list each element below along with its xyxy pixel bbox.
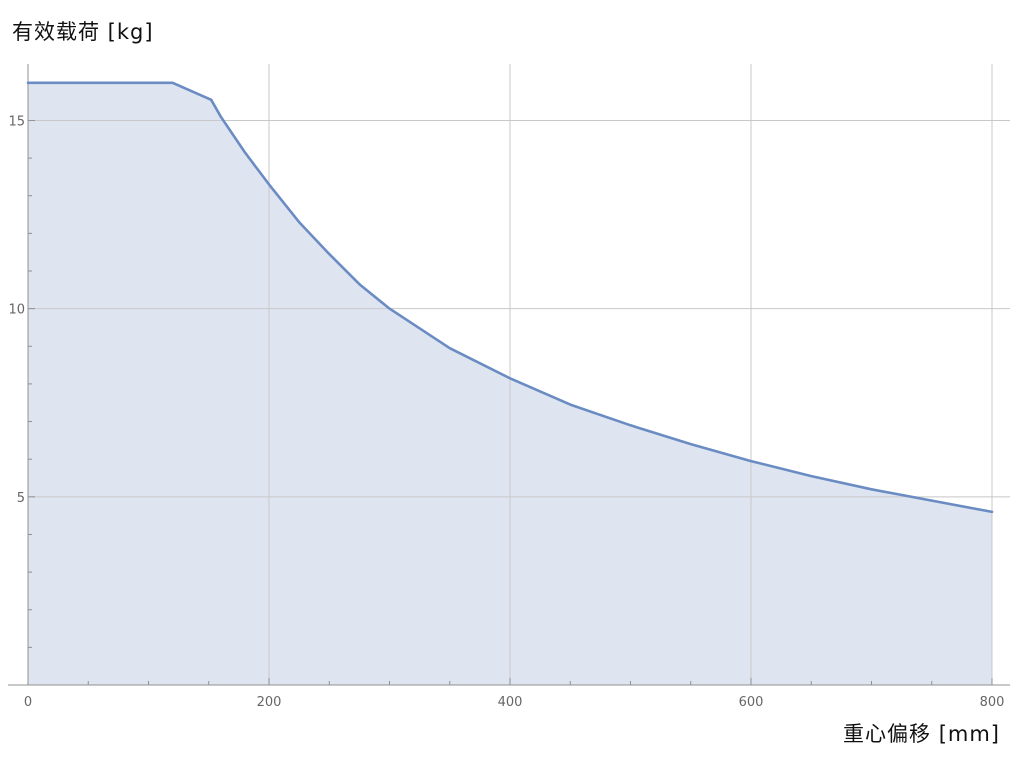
x-tick-label-400: 400 <box>498 695 523 710</box>
y-axis-title: 有效载荷 [kg] <box>12 20 154 44</box>
x-tick-label-600: 600 <box>739 695 764 710</box>
x-tick-label-800: 800 <box>980 695 1005 710</box>
x-axis-title: 重心偏移 [mm] <box>843 722 1000 746</box>
x-tick-label-200: 200 <box>257 695 282 710</box>
y-tick-label-5: 5 <box>17 491 25 506</box>
x-tick-label-0: 0 <box>24 695 32 710</box>
payload-curve <box>26 81 994 514</box>
y-tick-label-10: 10 <box>8 303 25 318</box>
y-tick-label-15: 15 <box>8 114 25 129</box>
